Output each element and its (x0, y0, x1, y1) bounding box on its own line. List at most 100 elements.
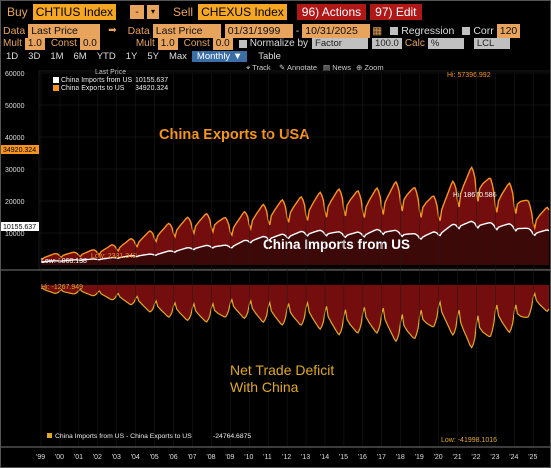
x-tick-label: '25 (528, 454, 537, 461)
calendar-icon[interactable]: ▦ (372, 24, 383, 37)
tab-1m[interactable]: 1M (50, 50, 64, 62)
exports-line (40, 165, 550, 260)
x-tick-label: '04 (131, 454, 140, 461)
deficit-line (40, 287, 550, 349)
date-to-field[interactable]: 10/31/2025 (302, 23, 371, 38)
x-tick-label: '06 (169, 454, 178, 461)
mult2-field[interactable]: 1.0 (157, 37, 178, 50)
arrow-right-icon: ➡ (108, 25, 117, 36)
exports-high-label: Hi: 57396.992 (447, 72, 491, 79)
tab-6m[interactable]: 6M (73, 50, 87, 62)
sell-label: Sell (173, 5, 194, 19)
transform-settings-row: Mult 1.0 Const 0.0 Mult 1.0 Const 0.0 No… (1, 37, 550, 50)
x-tick-label: '24 (509, 454, 518, 461)
const2-field[interactable]: 0.0 (212, 37, 233, 50)
data2-select[interactable]: Last Price (152, 23, 221, 38)
chevron-down-icon[interactable]: ▾ (147, 5, 160, 19)
x-tick-label: '12 (282, 454, 291, 461)
legend-exports-name: China Exports to US (61, 85, 125, 92)
actions-menu-button[interactable]: 96) Actions (296, 4, 367, 20)
frequency-select[interactable]: Monthly ▼ (191, 50, 248, 62)
imports-last-value: 10155.637 (3, 224, 36, 231)
y-tick-label: 10000 (5, 231, 25, 238)
table-button[interactable]: Table (258, 50, 281, 62)
deficit-legend-swatch (47, 433, 52, 438)
imports-high-label: Hi: 18670.586 (453, 192, 497, 199)
legend-imports-value: 10155.637 (135, 77, 169, 84)
legend-imports-name: China Imports from US (61, 77, 133, 84)
tab-ytd[interactable]: YTD (96, 50, 116, 62)
zoom-tool[interactable]: ⊕ Zoom (356, 63, 384, 72)
zoom-label: Zoom (364, 63, 384, 72)
tab-max[interactable]: Max (168, 50, 187, 62)
tab-1d[interactable]: 1D (6, 50, 19, 62)
normalize-select[interactable]: Factor (312, 38, 369, 49)
legend-exports: China Exports to US 34920.324 (53, 85, 171, 93)
zoom-icon: ⊕ (356, 63, 363, 72)
y-tick-label: 50000 (5, 103, 25, 110)
frequency-label: Monthly (196, 50, 231, 62)
x-tick-label: '23 (490, 454, 499, 461)
regression-label: Regression (401, 24, 455, 37)
security-toolbar: Buy CHTIUS Index - ▾ Sell CHEXUS Index 9… (1, 3, 550, 21)
calc-select[interactable]: % (427, 38, 464, 49)
corr-checkbox[interactable] (462, 26, 471, 35)
corr-label: Corr (473, 24, 494, 37)
x-tick-label: '17 (377, 454, 386, 461)
period-tabs: 1D 3D 1M 6M YTD 1Y 5Y Max Monthly ▼ Tabl… (1, 50, 550, 62)
exports-swatch (53, 85, 59, 92)
x-tick-label: '22 (471, 454, 480, 461)
normalize-checkbox[interactable] (238, 39, 247, 48)
x-tick-label: '10 (244, 454, 253, 461)
data-settings-row: Data Last Price ➡ Data Last Price 01/31/… (1, 23, 550, 38)
series-separator-button[interactable]: - (130, 5, 145, 19)
deficit-legend-value: -24764.6875 (213, 433, 251, 440)
top-legend: Last Price China Imports from US 10155.63… (53, 69, 171, 93)
factor-field[interactable]: 100.0 (372, 38, 402, 49)
regression-checkbox[interactable] (390, 26, 399, 35)
sell-ticker-field[interactable]: CHEXUS Index (198, 4, 287, 20)
imports-last-flag (1, 222, 39, 231)
track-tool[interactable]: ⌖ Track (246, 63, 271, 73)
data1-select[interactable]: Last Price (28, 23, 101, 38)
currency-select[interactable]: LCL (473, 38, 510, 49)
x-tick-label: '02 (93, 454, 102, 461)
edit-menu-button[interactable]: 97) Edit (370, 4, 422, 20)
x-tick-label: '07 (187, 454, 196, 461)
date-from-field[interactable]: 01/31/1999 (224, 23, 293, 38)
news-label: News (332, 63, 351, 72)
y-tick-label: 20000 (5, 199, 25, 206)
legend-exports-value: 34920.324 (135, 85, 169, 92)
legend-header: Last Price (95, 69, 127, 76)
buy-ticker-field[interactable]: CHTIUS Index (32, 4, 117, 20)
deficit-low-label: Low: -41998.1016 (441, 437, 497, 444)
tab-5y[interactable]: 5Y (147, 50, 159, 62)
annotate-tool[interactable]: ✎ Annotate (279, 63, 317, 72)
exports-annotation: China Exports to USA (159, 127, 310, 143)
x-tick-label: '08 (206, 454, 215, 461)
imports-low-label: Low: 1068.138 (41, 258, 87, 265)
exports-area (41, 167, 549, 265)
data1-label: Data (3, 24, 26, 37)
mult1-field[interactable]: 1.0 (24, 37, 45, 50)
corr-field[interactable]: 120 (496, 23, 521, 38)
annotate-label: Annotate (286, 63, 317, 72)
x-tick-label: '09 (225, 454, 234, 461)
tab-1y[interactable]: 1Y (125, 50, 138, 62)
y-tick-label: 60000 (5, 71, 25, 78)
mult2-label: Mult (135, 38, 155, 49)
exports-low-label: Low: 2381.342 (91, 253, 137, 260)
bottom-grid (40, 73, 534, 447)
x-tick-label: '18 (396, 454, 405, 461)
imports-swatch (53, 77, 59, 84)
const1-field[interactable]: 0.0 (79, 37, 100, 50)
x-axis: '99 '00 '01 '02 '03 '04 '05 '06 '07 '08 '09 '10 '11 '… (36, 454, 537, 461)
y-tick-label: 30000 (5, 167, 25, 174)
top-panel-frame (38, 70, 550, 270)
news-tool[interactable]: ▤ News (323, 63, 351, 72)
x-tick-label: '21 (452, 454, 461, 461)
deficit-high-label: Hi: -1267.949 (41, 284, 83, 291)
crosshair-icon: ⌖ (246, 63, 251, 72)
tab-3d[interactable]: 3D (28, 50, 41, 62)
